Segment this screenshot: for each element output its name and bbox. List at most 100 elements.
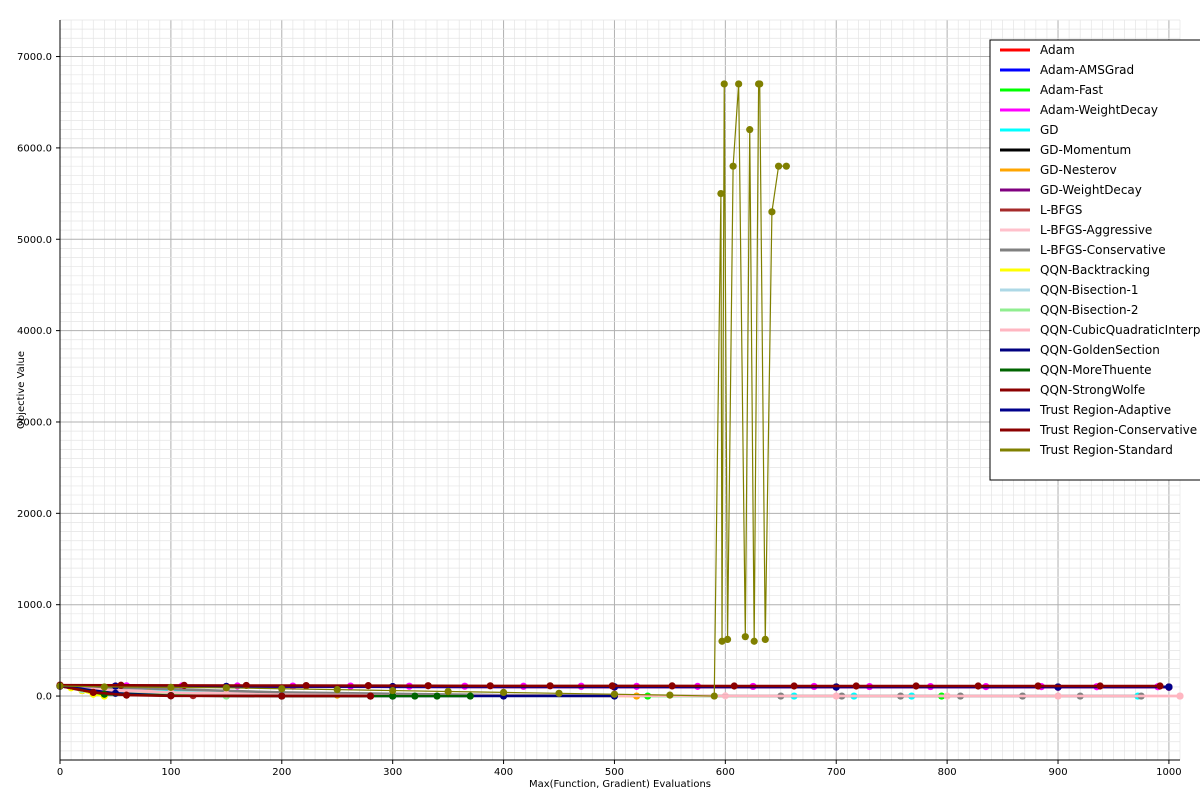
data-point bbox=[717, 189, 725, 198]
legend-label: GD bbox=[1040, 123, 1059, 137]
data-point bbox=[756, 80, 764, 88]
x-tick-label: 0 bbox=[57, 767, 63, 778]
data-point bbox=[761, 635, 769, 644]
y-tick-label: 0.0 bbox=[36, 692, 52, 703]
data-point bbox=[389, 692, 397, 700]
data-point bbox=[1034, 682, 1042, 690]
axes: 0 100 200 300 400 500 600 700 800 900 1000 0.0 1000.… bbox=[17, 20, 1182, 778]
data-point bbox=[555, 689, 563, 697]
data-point bbox=[912, 682, 920, 690]
data-point bbox=[723, 635, 732, 644]
data-point bbox=[852, 682, 860, 690]
y-tick-label: 1000.0 bbox=[17, 600, 52, 611]
data-point bbox=[222, 684, 230, 692]
legend-label: Adam-WeightDecay bbox=[1040, 103, 1158, 117]
legend-label: Adam bbox=[1040, 43, 1075, 57]
legend-label: GD-WeightDecay bbox=[1040, 183, 1142, 197]
x-tick-label: 400 bbox=[494, 767, 513, 778]
data-point bbox=[832, 692, 840, 700]
data-point bbox=[433, 692, 441, 700]
data-point bbox=[466, 692, 474, 700]
data-point bbox=[1176, 692, 1184, 700]
legend-box bbox=[989, 39, 1200, 481]
x-tick-label: 900 bbox=[1048, 767, 1067, 778]
data-point bbox=[364, 682, 372, 690]
data-point bbox=[768, 208, 776, 216]
x-tick-label: 300 bbox=[383, 767, 402, 778]
data-point bbox=[710, 692, 718, 700]
data-point bbox=[610, 690, 619, 698]
legend-label: L-BFGS bbox=[1040, 203, 1082, 217]
data-point bbox=[1165, 683, 1173, 691]
legend-label: Trust Region-Adaptive bbox=[1039, 403, 1171, 417]
y-tick-label: 3000.0 bbox=[17, 417, 52, 428]
data-point bbox=[1054, 692, 1062, 700]
data-point bbox=[499, 688, 508, 696]
data-point bbox=[666, 691, 674, 699]
data-point bbox=[718, 637, 726, 645]
data-point bbox=[486, 682, 494, 690]
data-point bbox=[122, 691, 131, 699]
data-point bbox=[411, 692, 419, 700]
y-tick-label: 4000.0 bbox=[17, 326, 52, 337]
series-layer bbox=[56, 80, 1184, 700]
data-point bbox=[444, 687, 452, 696]
data-point bbox=[735, 80, 743, 88]
x-tick-label: 100 bbox=[161, 767, 180, 778]
legend-label: QQN-Bisection-1 bbox=[1040, 283, 1139, 297]
legend-label: Trust Region-Standard bbox=[1039, 443, 1173, 457]
data-point bbox=[1096, 682, 1104, 690]
data-point bbox=[167, 683, 175, 691]
data-point bbox=[741, 633, 749, 641]
data-point bbox=[746, 126, 754, 134]
legend-label: QQN-StrongWolfe bbox=[1040, 383, 1145, 397]
legend-label: L-BFGS-Conservative bbox=[1040, 243, 1166, 257]
legend-label: QQN-MoreThuente bbox=[1040, 363, 1152, 377]
legend-label: L-BFGS-Aggressive bbox=[1040, 223, 1152, 237]
legend-label: QQN-Backtracking bbox=[1040, 263, 1150, 277]
x-tick-label: 1000 bbox=[1156, 767, 1181, 778]
data-point bbox=[720, 80, 728, 88]
data-point bbox=[668, 682, 676, 690]
data-point bbox=[117, 681, 125, 689]
data-point bbox=[278, 692, 286, 700]
legend-label: GD-Nesterov bbox=[1040, 163, 1117, 177]
data-point bbox=[389, 686, 397, 695]
legend-label: Adam-AMSGrad bbox=[1040, 63, 1134, 77]
y-tick-label: 7000.0 bbox=[17, 52, 52, 63]
y-axis-title: Objective Value bbox=[16, 351, 27, 429]
data-point bbox=[729, 162, 737, 170]
data-point bbox=[424, 682, 432, 690]
x-tick-label: 500 bbox=[605, 767, 624, 778]
legend-label: Adam-Fast bbox=[1040, 83, 1103, 97]
x-tick-label: 600 bbox=[716, 767, 735, 778]
data-point bbox=[774, 162, 783, 170]
data-point bbox=[974, 682, 982, 690]
series-trust-region-standard bbox=[56, 80, 790, 700]
data-point bbox=[782, 162, 790, 170]
data-point bbox=[242, 681, 250, 690]
data-point bbox=[1156, 682, 1164, 690]
x-tick-label: 800 bbox=[938, 767, 957, 778]
data-point bbox=[100, 683, 108, 691]
legend-label: QQN-CubicQuadraticInterpolation bbox=[1040, 323, 1200, 337]
legend-label: GD-Momentum bbox=[1040, 143, 1131, 157]
data-point bbox=[730, 682, 738, 690]
legend-label: QQN-Bisection-2 bbox=[1040, 303, 1139, 317]
data-point bbox=[750, 637, 758, 645]
data-point bbox=[366, 692, 375, 700]
legend-label: QQN-GoldenSection bbox=[1040, 343, 1160, 357]
legend: Adam Adam-AMSGrad Adam-Fast Adam-WeightDeca… bbox=[989, 39, 1200, 481]
data-point bbox=[608, 682, 616, 690]
data-point bbox=[167, 692, 175, 700]
y-tick-label: 2000.0 bbox=[17, 509, 52, 520]
x-axis-title: Max(Function, Gradient) Evaluations bbox=[529, 779, 711, 790]
data-point bbox=[89, 688, 97, 696]
y-tick-label: 5000.0 bbox=[17, 235, 52, 246]
y-tick-label: 6000.0 bbox=[17, 143, 52, 154]
data-point bbox=[278, 685, 286, 693]
x-tick-label: 200 bbox=[272, 767, 291, 778]
legend-label: Trust Region-Conservative bbox=[1039, 423, 1197, 437]
x-tick-label: 700 bbox=[827, 767, 846, 778]
